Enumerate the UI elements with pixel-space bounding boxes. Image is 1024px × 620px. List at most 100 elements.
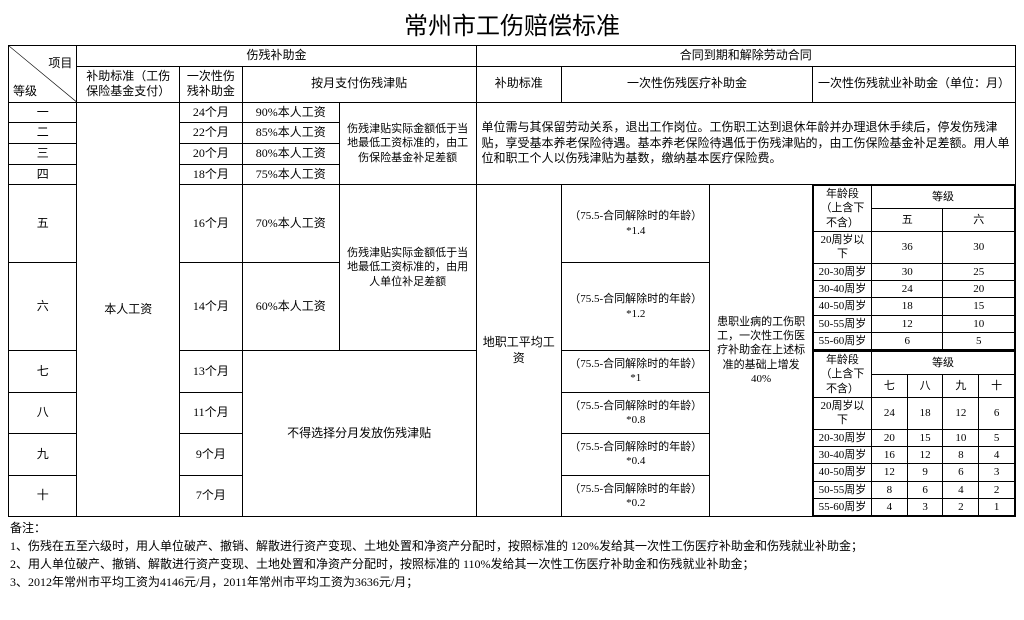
hdr-col2: 一次性伤残补助金	[180, 66, 243, 102]
v: 20	[943, 280, 1015, 297]
ab3: 30-40周岁	[813, 280, 871, 297]
g5: 五	[871, 209, 943, 232]
grade-7: 七	[9, 351, 77, 392]
no-monthly: 不得选择分月发放伤残津贴	[242, 351, 476, 517]
hdr-col1: 补助标准（工伤保险基金支付）	[77, 66, 180, 102]
grade-header: 等级	[871, 352, 1014, 375]
v: 9	[907, 464, 943, 481]
hdr-col3: 按月支付伤残津贴	[242, 66, 476, 102]
allow-note-2: 伤残津贴实际金额低于当地最低工资标准的，由用人单位补足差额	[339, 185, 476, 351]
main-table: 项目 等级 伤残补助金 合同到期和解除劳动合同 补助标准（工伤保险基金支付） 一…	[8, 45, 1016, 517]
months-10: 7个月	[180, 475, 243, 517]
g8: 八	[907, 375, 943, 398]
g7: 七	[871, 375, 907, 398]
v: 8	[871, 481, 907, 498]
v: 20	[871, 429, 907, 446]
hdr-left-group: 伤残补助金	[77, 46, 476, 67]
v: 24	[871, 398, 907, 430]
pct-6: 60%本人工资	[242, 262, 339, 350]
avg-salary: 地职工平均工资	[476, 185, 562, 517]
ab6: 55-60周岁	[813, 332, 871, 349]
diagonal-header: 项目 等级	[9, 46, 77, 103]
formula-9: （75.5-合同解除时的年龄）*0.4	[562, 434, 710, 475]
v: 18	[871, 298, 943, 315]
v: 12	[943, 398, 979, 430]
grade-4: 四	[9, 164, 77, 185]
v: 10	[943, 315, 1015, 332]
allow-note-1: 伤残津贴实际金额低于当地最低工资标准的，由工伤保险基金补足差额	[339, 102, 476, 184]
ab: 40-50周岁	[813, 464, 871, 481]
v: 12	[871, 464, 907, 481]
occ-disease: 患职业病的工伤职工，一次性工伤医疗补助金在上述标准的基础上增发 40%	[710, 185, 813, 517]
pct-3: 80%本人工资	[242, 143, 339, 164]
v: 6	[943, 464, 979, 481]
ab2: 20-30周岁	[813, 263, 871, 280]
ab: 20周岁以下	[813, 398, 871, 430]
ab1: 20周岁以下	[813, 232, 871, 264]
formula-6: （75.5-合同解除时的年龄）*1.2	[562, 262, 710, 350]
pct-5: 70%本人工资	[242, 185, 339, 263]
v: 6	[871, 332, 943, 349]
v: 5	[979, 429, 1015, 446]
v: 18	[907, 398, 943, 430]
hdr-right-group: 合同到期和解除劳动合同	[476, 46, 1015, 67]
table-56: 年龄段（上含下不含） 等级 五 六 20周岁以下3630 20-30周岁3025…	[813, 185, 1015, 350]
v: 25	[943, 263, 1015, 280]
months-2: 22个月	[180, 123, 243, 144]
ab4: 40-50周岁	[813, 298, 871, 315]
v: 1	[979, 498, 1015, 515]
ab: 30-40周岁	[813, 446, 871, 463]
v: 4	[979, 446, 1015, 463]
months-6: 14个月	[180, 262, 243, 350]
months-7: 13个月	[180, 351, 243, 392]
v: 8	[943, 446, 979, 463]
grade-3: 三	[9, 143, 77, 164]
grade-1: 一	[9, 102, 77, 123]
grade-2: 二	[9, 123, 77, 144]
months-4: 18个月	[180, 164, 243, 185]
page-title: 常州市工伤赔偿标准	[8, 6, 1016, 41]
v: 4	[943, 481, 979, 498]
pct-2: 85%本人工资	[242, 123, 339, 144]
note-2: 2、用人单位破产、撤销、解散进行资产变现、土地处置和净资产分配时，按照标准的 1…	[10, 555, 1016, 573]
formula-5: （75.5-合同解除时的年龄）*1.4	[562, 185, 710, 263]
v: 30	[943, 232, 1015, 264]
months-1: 24个月	[180, 102, 243, 123]
table-710: 年龄段（上含下不含） 等级 七 八 九 十 20周岁以下2418126 20-3…	[813, 351, 1015, 516]
g6: 六	[943, 209, 1015, 232]
months-5: 16个月	[180, 185, 243, 263]
months-9: 9个月	[180, 434, 243, 475]
pct-4: 75%本人工资	[242, 164, 339, 185]
base-salary: 本人工资	[77, 102, 180, 516]
v: 3	[907, 498, 943, 515]
ab: 55-60周岁	[813, 498, 871, 515]
g10: 十	[979, 375, 1015, 398]
v: 4	[871, 498, 907, 515]
v: 36	[871, 232, 943, 264]
hdr-grade: 等级	[13, 84, 37, 100]
months-8: 11个月	[180, 392, 243, 433]
retain-note: 单位需与其保留劳动关系，退出工作岗位。工伤职工达到退休年龄并办理退休手续后，停发…	[476, 102, 1015, 184]
v: 5	[943, 332, 1015, 349]
grade-5: 五	[9, 185, 77, 263]
v: 3	[979, 464, 1015, 481]
notes-section: 备注： 1、伤残在五至六级时，用人单位破产、撤销、解散进行资产变现、土地处置和净…	[8, 519, 1016, 591]
v: 10	[943, 429, 979, 446]
hdr-col4: 补助标准	[476, 66, 562, 102]
v: 2	[979, 481, 1015, 498]
v: 6	[979, 398, 1015, 430]
hdr-project: 项目	[48, 56, 72, 72]
hdr-col6: 一次性伤残就业补助金（单位：月）	[812, 66, 1015, 102]
v: 2	[943, 498, 979, 515]
v: 30	[871, 263, 943, 280]
v: 15	[907, 429, 943, 446]
v: 6	[907, 481, 943, 498]
note-3: 3、2012年常州市平均工资为4146元/月，2011年常州市平均工资为3636…	[10, 573, 1016, 591]
pct-1: 90%本人工资	[242, 102, 339, 123]
v: 16	[871, 446, 907, 463]
g9: 九	[943, 375, 979, 398]
grade-header: 等级	[871, 186, 1014, 209]
grade-10: 十	[9, 475, 77, 517]
v: 15	[943, 298, 1015, 315]
age-header: 年龄段（上含下不含）	[813, 352, 871, 398]
